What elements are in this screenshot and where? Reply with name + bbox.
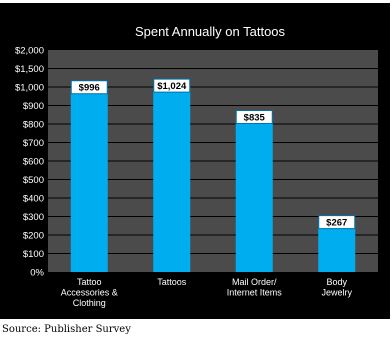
y-tick-label: $100 [23,249,44,260]
y-tick-label: $300 [23,212,44,223]
top-rule [0,3,390,5]
y-tick-label: 0% [30,268,44,279]
bar-chart: Spent Annually on Tattoos 0% $100 $200 $300… [0,5,390,319]
bar [153,86,191,272]
bar [318,222,356,272]
x-category-label: Tattoo [77,277,102,287]
data-label: $1,024 [157,81,187,92]
data-label-box [153,78,191,93]
y-tick-label: $500 [23,175,44,186]
y-tick-label: $800 [23,120,44,131]
data-labels: $996 $1,024 $835 $267 [70,78,356,230]
y-tick-label: $1,500 [15,64,44,75]
y-tick-label: $2,000 [15,46,44,57]
y-axis: 0% $100 $200 $300 $400 $500 $600 $700 $800 $900 $1… [15,46,45,279]
x-category-label: Mail Order/ [232,277,277,287]
bars [70,86,356,273]
x-category-label: Internet Items [227,288,283,298]
source-note: Source: Publisher Survey [2,324,131,335]
x-category-label: Accessories & [61,288,118,298]
bar [235,117,273,273]
chart-title: Spent Annually on Tattoos [135,24,286,39]
data-label: $835 [244,113,266,124]
x-category-label: Tattoos [157,277,187,287]
y-tick-label: $1,000 [15,83,44,94]
x-category-label: Clothing [73,298,106,308]
y-tick-label: $600 [23,157,44,168]
y-tick-label: $200 [23,231,44,242]
y-tick-label: $400 [23,194,44,205]
data-label: $996 [79,83,100,94]
data-label-box [235,110,273,125]
x-category-label: Jewelry [321,288,352,298]
y-tick-label: $900 [23,101,44,112]
data-label: $267 [326,218,347,229]
data-label-box [318,215,356,230]
y-tick-label: $700 [23,138,44,149]
bar [70,87,108,273]
data-label-box [70,80,108,95]
x-category-label: Body [326,277,347,287]
